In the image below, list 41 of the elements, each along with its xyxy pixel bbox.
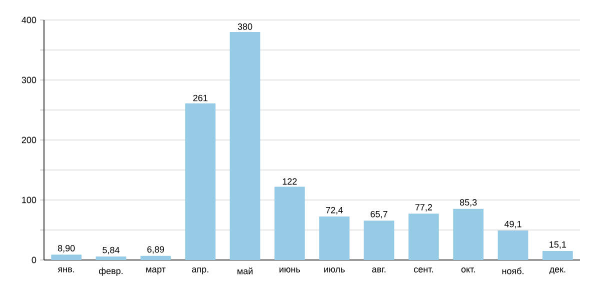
bar: [51, 254, 82, 260]
data-label: 380: [238, 23, 252, 30]
y-tick-label: 400: [22, 16, 36, 24]
data-label: 6,89: [147, 246, 164, 254]
data-label: 5,84: [102, 246, 120, 254]
data-label: 122: [282, 178, 297, 185]
y-tick-label: 0: [32, 256, 36, 264]
x-tick-label: дек.: [549, 268, 566, 274]
data-label: 85,3: [460, 199, 477, 207]
x-tick-label: март: [146, 268, 166, 274]
data-label: 77,2: [415, 204, 432, 212]
x-tick-label: июль: [324, 268, 345, 272]
y-tick-label: 300: [22, 76, 36, 84]
data-label: 49,1: [504, 220, 522, 228]
bar: [408, 214, 439, 260]
x-tick-label: авг.: [372, 268, 386, 272]
bar: [364, 220, 394, 260]
x-tick-label: февр.: [99, 268, 123, 276]
data-label: 15,1: [550, 241, 566, 249]
x-tick-label: май: [238, 268, 252, 274]
bar: [185, 103, 216, 260]
x-tick-label: нояб.: [502, 268, 524, 274]
x-tick-label: июнь: [280, 268, 300, 272]
data-label: 65,7: [370, 210, 388, 218]
data-label: 8,90: [58, 245, 75, 252]
bar: [274, 186, 305, 260]
bar: [453, 208, 484, 260]
x-tick-label: апр.: [192, 268, 208, 274]
bar: [96, 256, 126, 260]
bar: [319, 216, 350, 260]
bar: [542, 250, 573, 260]
x-tick-label: сент.: [414, 268, 433, 272]
bar: [498, 230, 528, 260]
bar: [230, 32, 260, 260]
data-label: 72,4: [326, 206, 343, 214]
data-label: 261: [193, 94, 208, 102]
y-tick-label: 100: [22, 196, 36, 204]
x-tick-label: янв.: [58, 268, 74, 272]
x-tick-label: окт.: [461, 268, 475, 272]
bar: [140, 256, 171, 260]
y-tick-label: 200: [22, 136, 36, 144]
